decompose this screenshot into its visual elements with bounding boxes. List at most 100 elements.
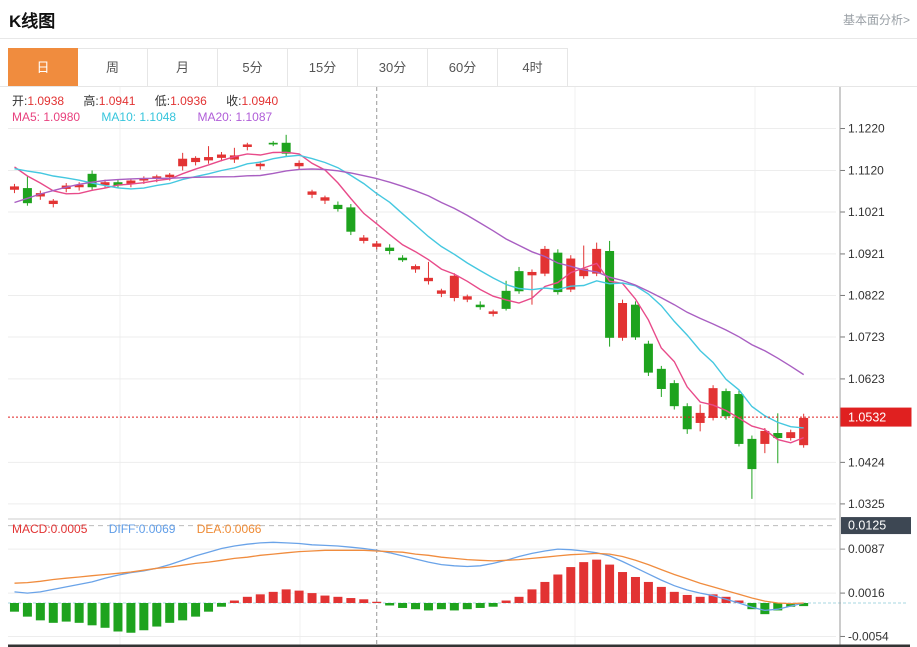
macd-bar-negative (191, 603, 201, 617)
macd-bar-positive (540, 581, 550, 604)
candle-body-up (126, 180, 136, 184)
price-tick-label: 1.1021 (848, 205, 885, 219)
candle-body-down (630, 304, 640, 338)
candle-body-down (514, 271, 524, 292)
candle-body-down (281, 142, 291, 154)
candle-body-up (695, 412, 705, 423)
macd-bar-positive (553, 574, 563, 604)
macd-bar-positive (630, 576, 640, 604)
candle-body-up (204, 157, 214, 161)
macd-bar-positive (695, 596, 705, 604)
candle-body-up (786, 432, 796, 439)
macd-max-badge-label: 0.0125 (848, 519, 886, 533)
macd-bar-negative (35, 603, 45, 621)
macd-max-badge (841, 517, 911, 535)
macd-tick-label: 0.0016 (848, 586, 885, 600)
macd-bar-positive (281, 589, 291, 604)
candle-body-up (100, 182, 110, 186)
macd-bar-negative (436, 603, 446, 610)
price-tick-label: 1.0921 (848, 247, 885, 261)
candle-body-up (139, 178, 149, 181)
candle-body-down (773, 433, 783, 439)
macd-bar-negative (760, 603, 770, 615)
macd-bar-negative (178, 603, 188, 621)
macd-bar-negative (488, 603, 498, 607)
candle-body-down (734, 394, 744, 444)
tab-h4[interactable]: 4时 (498, 48, 568, 86)
candle-body-up (320, 197, 330, 201)
candle-body-up (760, 430, 770, 444)
macd-bar-negative (773, 603, 783, 611)
macd-bar-negative (462, 603, 472, 610)
page-title: K线图 (9, 12, 56, 31)
candle-body-up (436, 290, 446, 294)
price-tick-label: 1.0325 (848, 497, 885, 511)
candle-body-down (643, 343, 653, 373)
candle-body-up (799, 417, 809, 446)
candle-body-down (475, 304, 485, 308)
macd-bar-positive (656, 586, 666, 604)
candle-body-up (242, 144, 252, 147)
tab-m15[interactable]: 15分 (288, 48, 358, 86)
tab-week[interactable]: 周 (78, 48, 148, 86)
macd-bar-positive (682, 594, 692, 604)
candle-body-up (618, 303, 628, 338)
tab-day[interactable]: 日 (8, 48, 78, 86)
candle-body-up (488, 311, 498, 314)
tab-m30[interactable]: 30分 (358, 48, 428, 86)
candle-body-up (527, 271, 537, 276)
macd-bar-negative (423, 603, 433, 611)
candle-body-up (229, 155, 239, 160)
macd-bar-positive (618, 572, 628, 604)
candle-body-up (423, 277, 433, 282)
candle-body-up (178, 158, 188, 167)
tab-m60[interactable]: 60分 (428, 48, 498, 86)
price-tick-label: 1.0723 (848, 330, 885, 344)
candle-body-up (74, 184, 84, 188)
candle-body-up (152, 176, 162, 179)
macd-bar-positive (333, 596, 343, 604)
candle-body-up (372, 243, 382, 247)
macd-bar-positive (605, 564, 615, 604)
candle-body-up (708, 388, 718, 418)
macd-bar-negative (139, 603, 149, 631)
macd-bar-negative (48, 603, 58, 623)
chart-bottom-bar (8, 644, 910, 647)
macd-bar-negative (449, 603, 459, 611)
macd-bar-negative (398, 603, 408, 608)
tab-month[interactable]: 月 (148, 48, 218, 86)
macd-bar-positive (359, 599, 369, 604)
candle-body-down (747, 438, 757, 470)
macd-bar-negative (747, 603, 757, 610)
candle-body-up (216, 154, 226, 158)
macd-bar-negative (74, 603, 84, 623)
macd-tick-label: -0.0054 (848, 629, 889, 643)
candle-body-up (411, 266, 421, 270)
candle-body-down (398, 257, 408, 261)
kline-chart-canvas[interactable]: 1.1220 1.1120 1.1021 1.0921 1.0822 1.0723 1.06… (0, 87, 917, 647)
price-tick-label: 1.0822 (848, 288, 885, 302)
tab-m5[interactable]: 5分 (218, 48, 288, 86)
macd-bar-positive (579, 562, 589, 604)
fundamental-analysis-link[interactable]: 基本面分析> (842, 13, 910, 27)
ma10-line (14, 154, 804, 429)
candle-body-up (566, 258, 576, 290)
candle-body-down (656, 368, 666, 389)
macd-bar-negative (152, 603, 162, 627)
macd-bar-positive (514, 596, 524, 604)
candle-body-down (22, 188, 32, 204)
dea-line (14, 549, 804, 605)
macd-bar-negative (786, 603, 796, 607)
candle-body-down (553, 252, 563, 293)
macd-bar-negative (61, 603, 71, 622)
candle-body-up (462, 296, 472, 300)
macd-bar-positive (255, 594, 265, 604)
macd-bar-positive (229, 600, 239, 604)
macd-bar-negative (204, 603, 214, 612)
macd-bar-positive (372, 601, 382, 604)
widget-header: K线图 基本面分析> (0, 0, 917, 39)
macd-bar-negative (799, 603, 809, 607)
candle-body-up (540, 248, 550, 274)
macd-bar-negative (100, 603, 110, 628)
